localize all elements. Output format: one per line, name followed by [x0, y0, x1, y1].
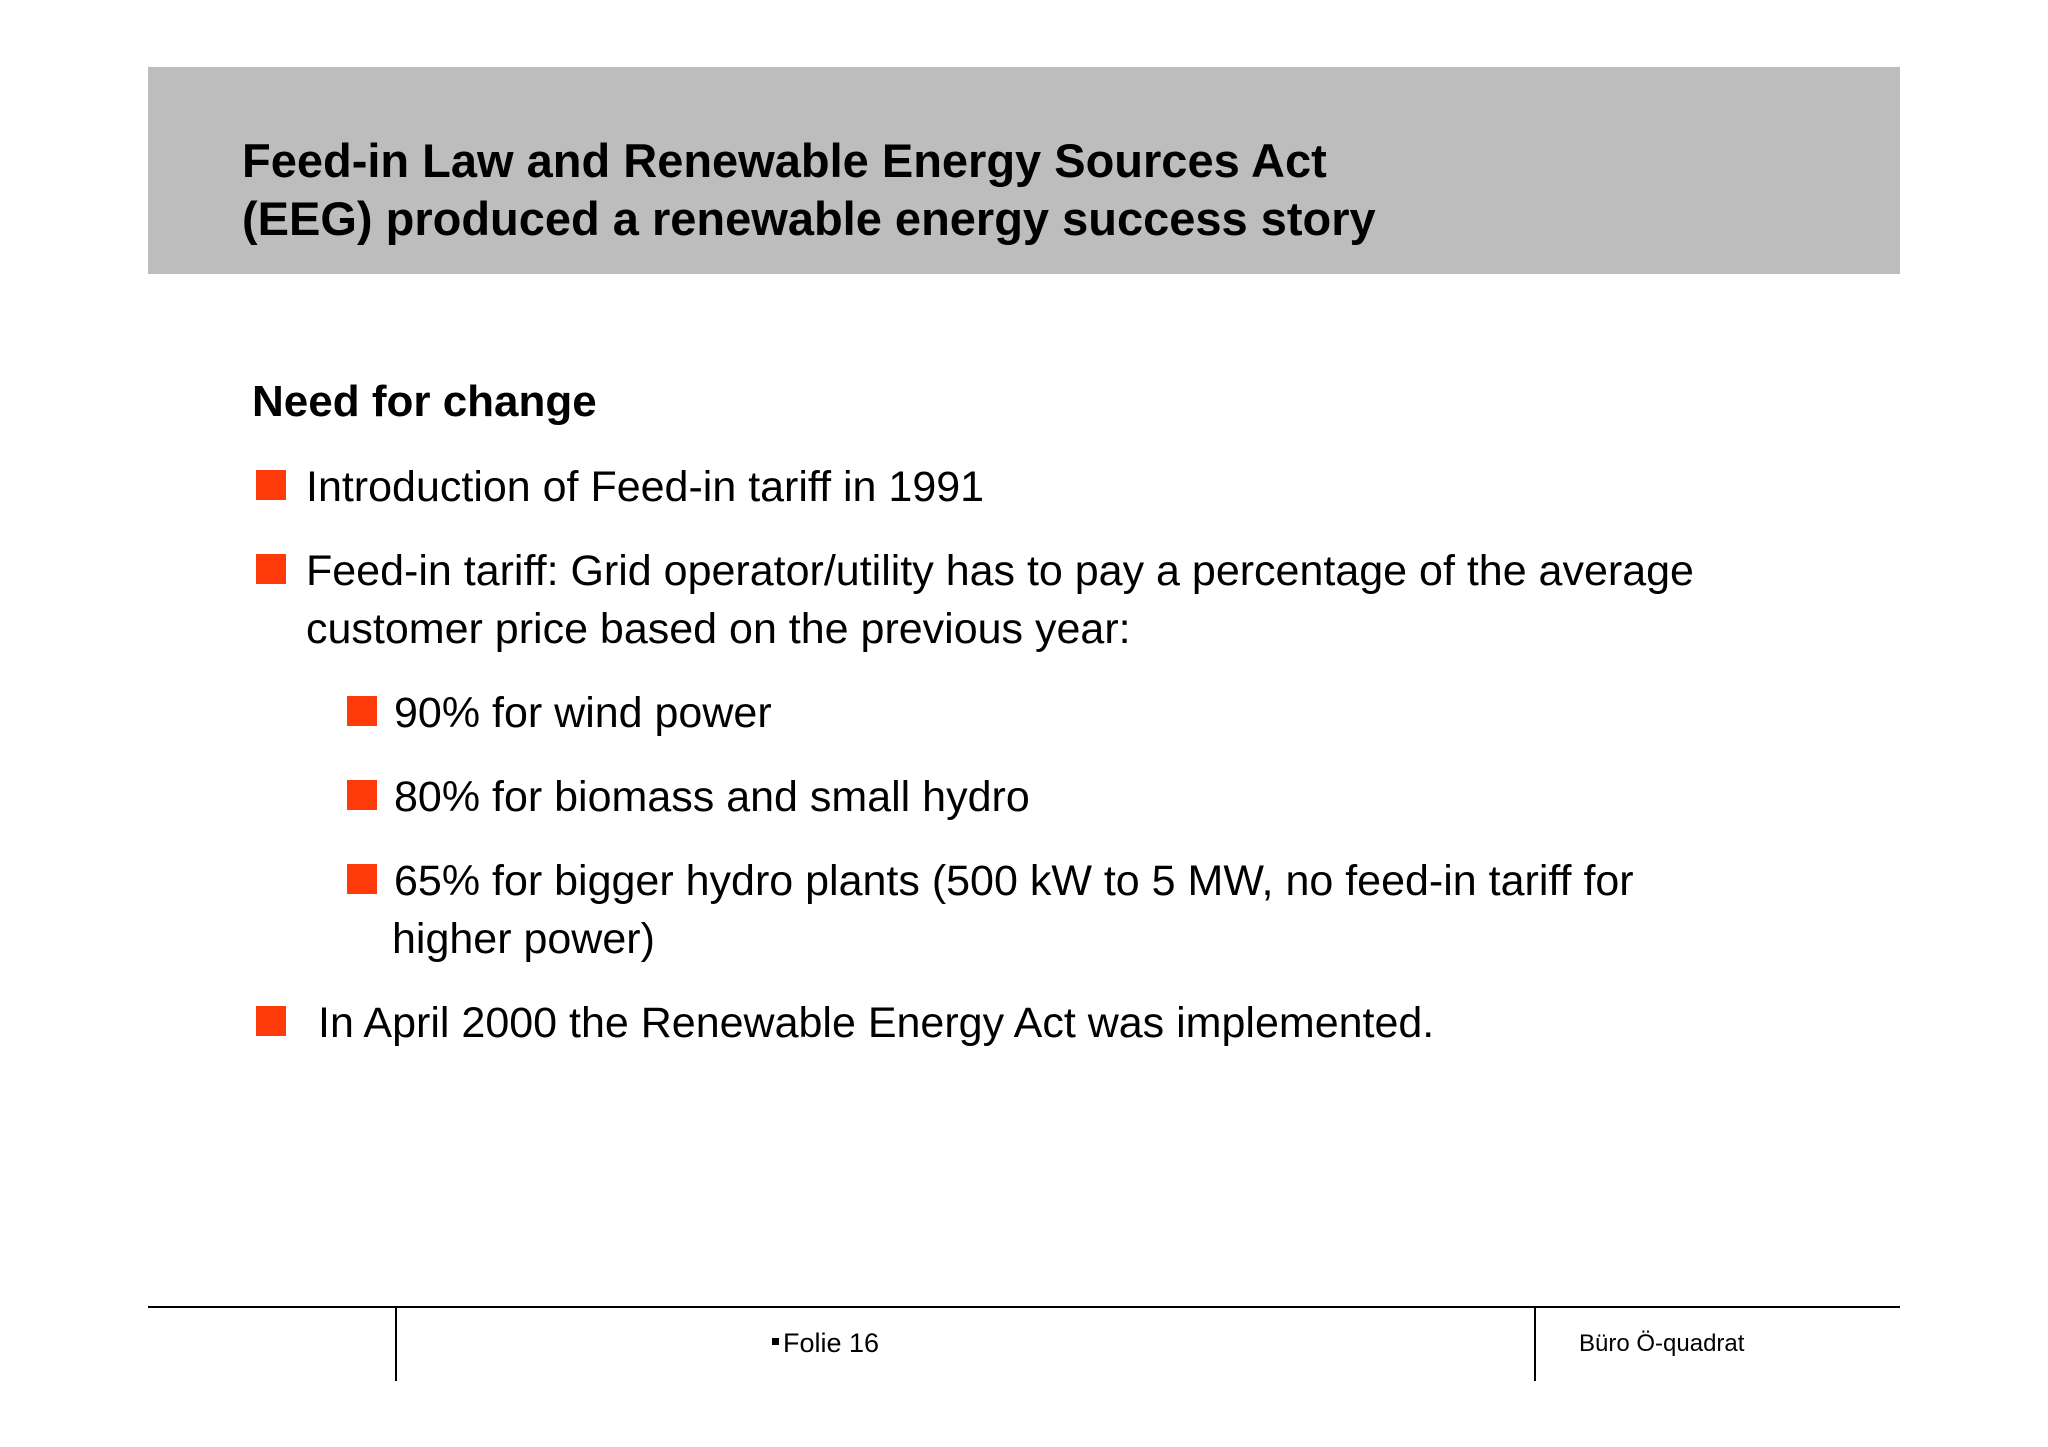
section-heading: Need for change — [252, 377, 597, 426]
slide-number: Folie 16 — [772, 1326, 879, 1360]
sub-bullet-item-2: 80% for biomass and small hydro — [394, 773, 1030, 821]
footer-divider-left — [395, 1306, 397, 1381]
slide-title-line1: Feed-in Law and Renewable Energy Sources… — [242, 134, 1327, 187]
sub-bullet-square-icon — [347, 696, 377, 726]
sub-bullet-square-icon — [347, 780, 377, 810]
slide-title: Feed-in Law and Renewable Energy Sources… — [242, 132, 1842, 248]
footer-divider — [148, 1306, 1900, 1308]
title-band — [148, 67, 1900, 274]
sub-bullet-item-1: 90% for wind power — [394, 689, 772, 737]
slide-title-line2: (EEG) produced a renewable energy succes… — [242, 192, 1376, 245]
footer-brand: Büro Ö-quadrat — [1579, 1330, 1745, 1357]
bullet-item-3: In April 2000 the Renewable Energy Act w… — [318, 999, 1435, 1047]
sub-bullet-item-3-line1: 65% for bigger hydro plants (500 kW to 5… — [394, 857, 1634, 905]
sub-bullet-item-3-line2: higher power) — [392, 915, 655, 963]
sub-bullet-square-icon — [347, 864, 377, 894]
bullet-dot-icon — [772, 1338, 779, 1346]
bullet-item-1: Introduction of Feed-in tariff in 1991 — [306, 463, 985, 511]
bullet-square-icon — [256, 1006, 286, 1036]
footer-divider-right — [1534, 1306, 1536, 1381]
slide-number-text: Folie 16 — [783, 1328, 880, 1358]
bullet-item-2-line2: customer price based on the previous yea… — [306, 605, 1131, 653]
bullet-item-2-line1: Feed-in tariff: Grid operator/utility ha… — [306, 547, 1694, 595]
bullet-square-icon — [256, 554, 286, 584]
bullet-square-icon — [256, 470, 286, 500]
